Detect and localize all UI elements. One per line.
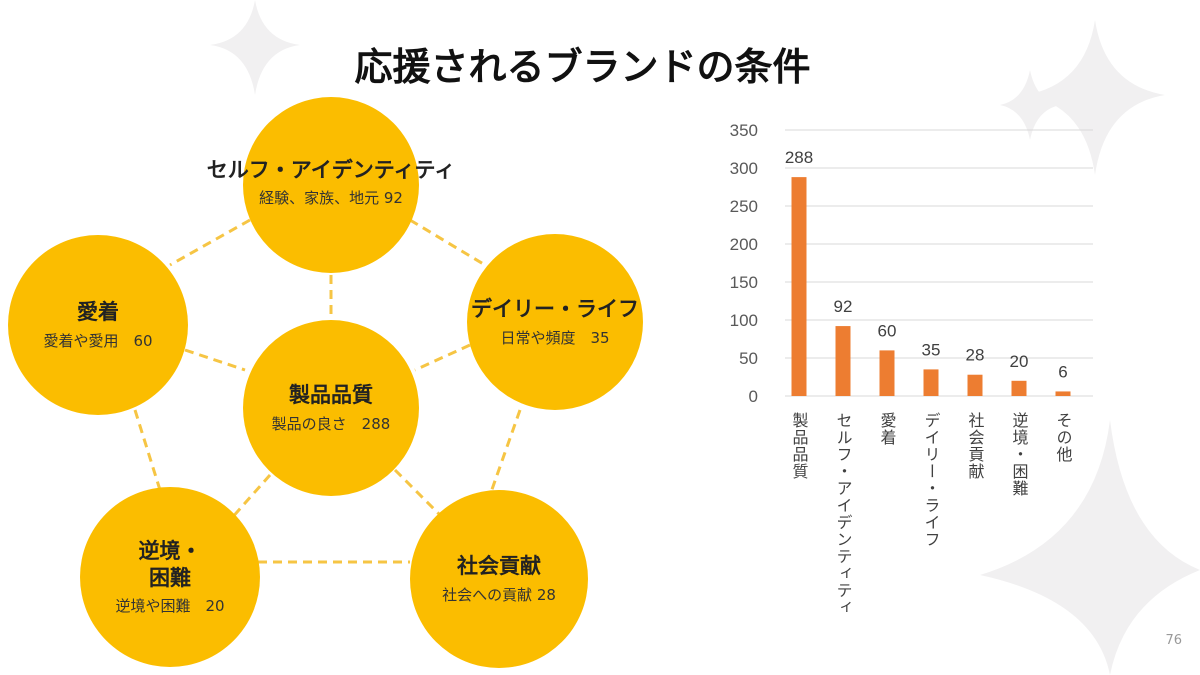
data-label: 92 <box>834 297 853 316</box>
x-category-label: 社会貢献 <box>966 412 985 480</box>
bar <box>835 326 851 396</box>
y-tick-label: 350 <box>730 121 758 140</box>
x-category-label: その他 <box>1054 412 1073 463</box>
circle-heading: セルフ・アイデンティティ <box>206 158 456 182</box>
circle-self-identity: セルフ・アイデンティティ 経験、家族、地元 92 <box>207 97 455 273</box>
bar <box>791 177 807 396</box>
x-category-label: 逆境・困難 <box>1010 412 1029 497</box>
data-label: 6 <box>1058 362 1067 381</box>
circle-adversity: 逆境・ 困難 逆境や困難 20 <box>80 487 260 667</box>
bar <box>923 369 939 396</box>
connector-line <box>414 343 471 372</box>
bar <box>1011 380 1027 396</box>
connector-line <box>169 218 251 267</box>
connector-line <box>184 348 246 372</box>
circle-heading: 逆境・ 困難 <box>138 539 202 590</box>
data-label: 35 <box>922 340 941 359</box>
y-tick-label: 250 <box>730 197 758 216</box>
connector-line <box>488 409 522 496</box>
y-tick-label: 0 <box>749 387 758 406</box>
data-label: 28 <box>966 346 985 365</box>
bar <box>879 350 895 396</box>
page-number: 76 <box>1165 633 1182 648</box>
circle-heading: 製品品質 <box>289 383 373 408</box>
data-label: 60 <box>878 321 897 340</box>
x-category-label: 製品品質 <box>790 412 809 480</box>
y-tick-label: 50 <box>739 349 758 368</box>
x-category-label: セルフ・アイデンティティ <box>834 412 853 616</box>
circle-subtext: 社会への貢献 28 <box>442 585 556 604</box>
circle-product-quality: 製品品質 製品の良さ 288 <box>243 320 419 496</box>
bar <box>1055 391 1071 396</box>
connector-line <box>393 468 442 517</box>
slide-title: 応援されるブランドの条件 <box>354 45 811 89</box>
y-tick-label: 300 <box>730 159 758 178</box>
circle-subtext: 製品の良さ 288 <box>271 414 391 433</box>
x-category-label: デイリー・ライフ <box>922 412 941 548</box>
circle-heading: デイリー・ライフ <box>471 297 639 322</box>
circle-heading: 社会貢献 <box>457 554 541 579</box>
y-tick-label: 200 <box>730 235 758 254</box>
circle-subtext: 経験、家族、地元 92 <box>259 189 403 208</box>
circle-heading: 愛着 <box>77 300 119 325</box>
bar <box>967 374 983 396</box>
circle-subtext: 愛着や愛用 60 <box>43 331 153 350</box>
connector-line <box>228 474 272 521</box>
diagram-connectors <box>133 218 522 564</box>
data-label: 20 <box>1010 352 1029 371</box>
circle-attachment: 愛着 愛着や愛用 60 <box>8 235 188 415</box>
circle-subtext: 逆境や困難 20 <box>115 596 225 615</box>
circle-daily-life: デイリー・ライフ 日常や頻度 35 <box>467 234 643 410</box>
data-label: 288 <box>785 148 813 167</box>
circle-social-contribution: 社会貢献 社会への貢献 28 <box>410 490 588 668</box>
circle-subtext: 日常や頻度 35 <box>500 328 610 347</box>
x-category-label: 愛着 <box>878 412 897 446</box>
y-tick-label: 100 <box>730 311 758 330</box>
y-tick-label: 150 <box>730 273 758 292</box>
